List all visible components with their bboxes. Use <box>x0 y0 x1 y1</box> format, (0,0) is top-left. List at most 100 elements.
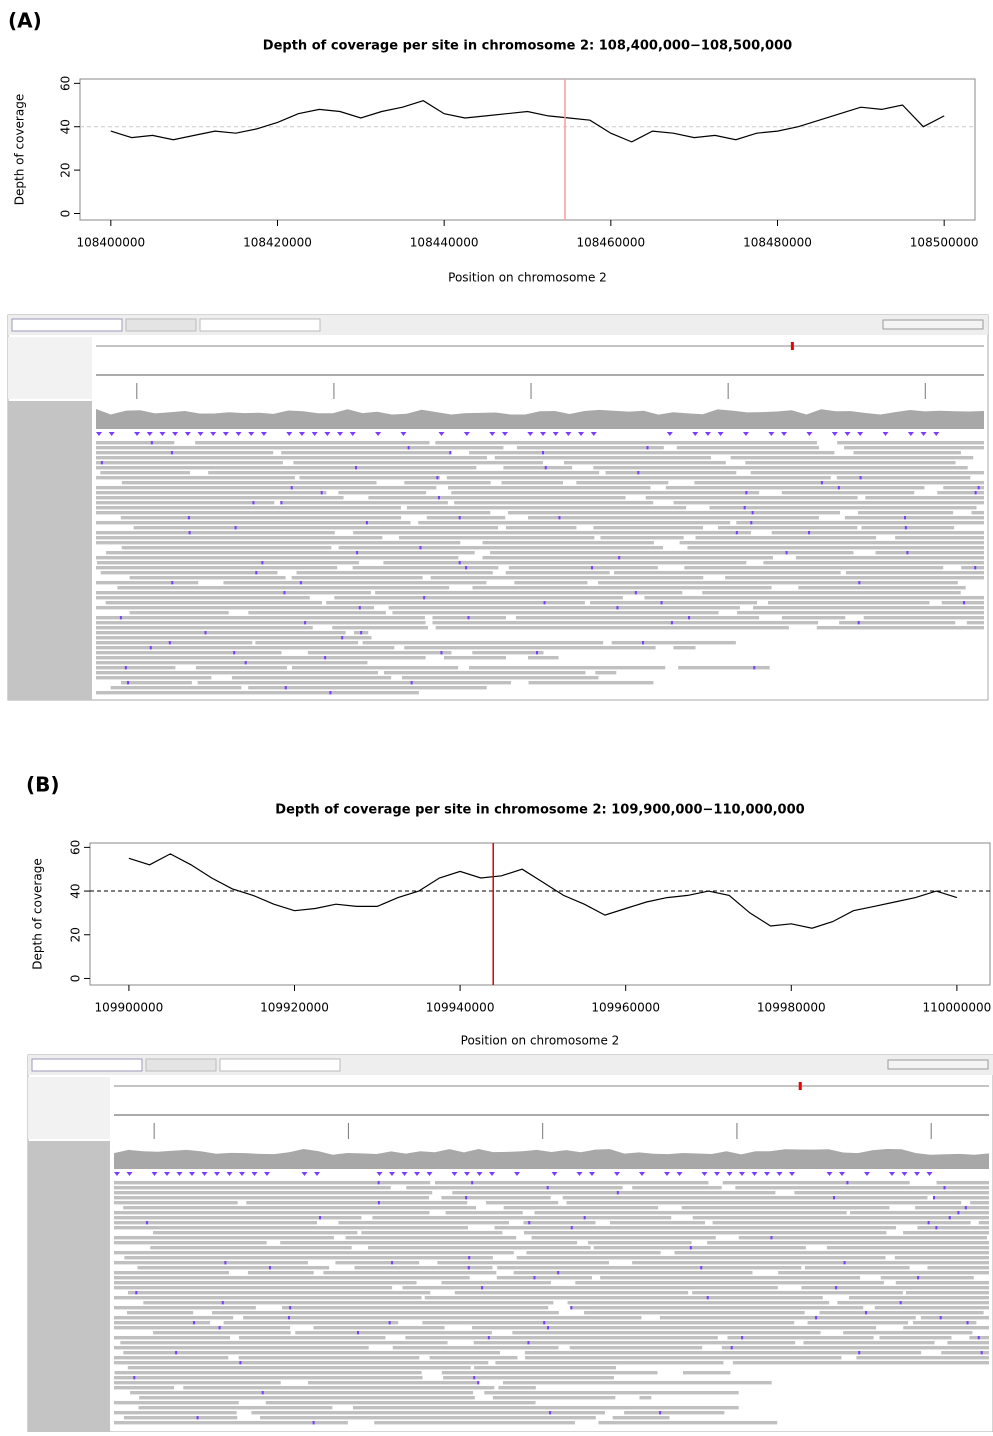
read <box>451 491 759 494</box>
read <box>130 1391 473 1394</box>
read <box>389 606 740 609</box>
read <box>677 446 819 449</box>
locus-box <box>220 1059 340 1071</box>
mismatch <box>304 621 306 624</box>
read <box>407 506 686 509</box>
mismatch <box>438 496 440 499</box>
read <box>942 601 984 604</box>
mismatch <box>189 531 191 534</box>
read <box>528 656 559 659</box>
read <box>96 541 460 544</box>
read <box>96 556 458 559</box>
read <box>153 1331 291 1334</box>
mismatch <box>378 1201 380 1204</box>
mismatch <box>120 616 122 619</box>
read <box>224 1321 399 1324</box>
mismatch <box>360 631 362 634</box>
mismatch <box>468 616 470 619</box>
read <box>114 1211 430 1214</box>
read <box>504 1206 659 1209</box>
mismatch <box>661 601 663 604</box>
mismatch <box>324 656 326 659</box>
read <box>502 481 563 484</box>
read <box>430 1356 518 1359</box>
read <box>114 1346 369 1349</box>
read <box>96 596 310 599</box>
read <box>517 446 664 449</box>
read <box>353 566 499 569</box>
read <box>683 1371 730 1374</box>
mismatch <box>389 1321 391 1324</box>
genome-browser <box>8 315 988 700</box>
read <box>674 1251 989 1254</box>
y-axis-label: Depth of coverage <box>31 858 45 969</box>
read <box>903 1326 989 1329</box>
read <box>837 476 971 479</box>
mismatch <box>536 651 538 654</box>
mismatch <box>557 1271 559 1274</box>
read <box>858 511 953 514</box>
read <box>590 601 757 604</box>
read <box>293 461 543 464</box>
read <box>96 476 295 479</box>
x-tick-label: 109940000 <box>426 1001 495 1015</box>
chart-title: Depth of coverage per site in chromosome… <box>275 803 804 818</box>
read <box>223 581 486 584</box>
mismatch <box>549 1411 551 1414</box>
read <box>881 1276 974 1279</box>
read <box>96 646 394 649</box>
read <box>917 1226 989 1229</box>
read <box>796 556 984 559</box>
read <box>598 1421 777 1424</box>
read <box>127 1311 193 1314</box>
read <box>576 481 668 484</box>
panel-label: (A) <box>8 9 42 33</box>
read <box>525 1356 841 1359</box>
mismatch <box>440 651 442 654</box>
mismatch <box>313 1421 315 1424</box>
read <box>255 641 358 644</box>
read <box>846 571 984 574</box>
mismatch <box>359 606 361 609</box>
read <box>153 1231 357 1234</box>
mismatch <box>690 1246 692 1249</box>
read <box>483 556 773 559</box>
read <box>96 456 487 459</box>
mismatch <box>366 521 368 524</box>
track-side <box>28 1141 110 1432</box>
mismatch <box>744 506 746 509</box>
mismatch <box>935 1226 937 1229</box>
read <box>431 576 704 579</box>
read <box>97 561 359 564</box>
read <box>570 1346 703 1349</box>
mismatch <box>906 551 908 554</box>
mismatch <box>981 1351 983 1354</box>
mismatch <box>808 531 810 534</box>
read <box>121 516 401 519</box>
read <box>114 1296 422 1299</box>
mismatch <box>150 646 152 649</box>
read <box>128 1291 430 1294</box>
read <box>731 456 974 459</box>
read <box>96 536 382 539</box>
read <box>614 571 841 574</box>
read <box>733 1361 989 1364</box>
mismatch <box>321 491 323 494</box>
read <box>96 581 198 584</box>
read <box>435 1181 709 1184</box>
read <box>96 691 419 694</box>
read <box>594 1246 806 1249</box>
read <box>503 1381 772 1384</box>
ruler-side <box>28 1077 110 1139</box>
mismatch <box>285 686 287 689</box>
mismatch <box>459 561 461 564</box>
read <box>326 601 585 604</box>
mismatch <box>468 1256 470 1259</box>
read <box>472 1326 876 1329</box>
mismatch <box>904 516 906 519</box>
mismatch <box>957 1211 959 1214</box>
read <box>498 1386 535 1389</box>
read <box>418 521 730 524</box>
read <box>338 1221 509 1224</box>
mismatch <box>465 566 467 569</box>
